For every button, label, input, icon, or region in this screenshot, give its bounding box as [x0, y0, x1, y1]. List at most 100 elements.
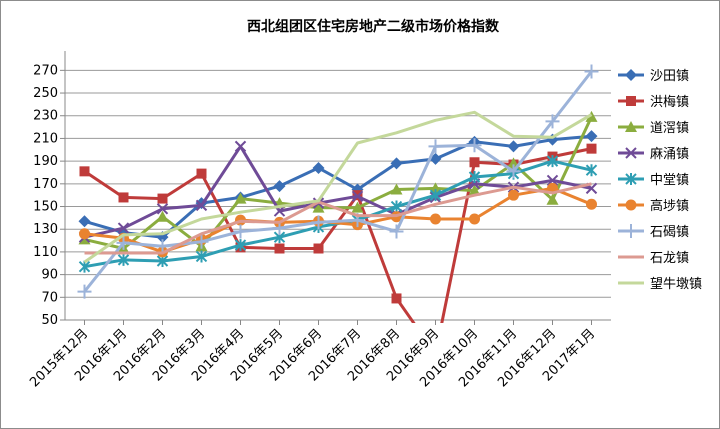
y-tick-label: 50 — [41, 313, 58, 328]
y-tick-label: 190 — [33, 154, 58, 169]
data-point — [195, 250, 208, 263]
data-point — [585, 110, 598, 122]
data-point — [508, 189, 519, 201]
data-point — [351, 201, 364, 213]
legend-swatch-marker — [625, 173, 637, 185]
data-point — [118, 192, 129, 203]
data-point — [584, 64, 599, 79]
data-point — [196, 168, 207, 179]
legend-item: 中堂镇 — [618, 173, 689, 188]
data-point — [546, 193, 559, 205]
y-tick-label: 250 — [33, 86, 58, 101]
legend-label: 望牛墩镇 — [650, 276, 702, 292]
data-point — [546, 174, 559, 187]
data-point — [546, 155, 559, 168]
data-point — [468, 184, 481, 196]
data-point — [390, 183, 403, 195]
data-point — [233, 224, 248, 239]
y-tick-label: 90 — [41, 268, 58, 283]
data-point — [195, 199, 208, 212]
data-point — [312, 201, 325, 213]
data-point — [429, 189, 442, 202]
data-point — [545, 114, 560, 129]
legend-item: 望牛墩镇 — [618, 276, 702, 292]
series-8 — [84, 182, 592, 255]
y-tick-label: 210 — [33, 131, 58, 146]
axes — [64, 51, 611, 321]
data-point — [586, 198, 597, 210]
series-layer — [77, 64, 599, 323]
legend-label: 洪梅镇 — [650, 95, 689, 110]
legend-label: 中堂镇 — [650, 173, 689, 188]
data-point — [234, 239, 247, 252]
legend-swatch-marker — [625, 121, 637, 132]
data-point — [79, 166, 90, 177]
data-point — [429, 182, 442, 194]
data-point — [117, 222, 130, 234]
legend-swatch-marker — [625, 69, 637, 81]
data-point — [391, 293, 402, 304]
series-4 — [78, 140, 598, 243]
legend-label: 道滘镇 — [650, 121, 689, 136]
chart-title: 西北组团区住宅房地产二级市场价格指数 — [247, 18, 500, 35]
data-point — [585, 130, 598, 143]
legend-item: 石龙镇 — [618, 251, 689, 266]
legend-swatch-marker — [625, 147, 637, 159]
data-point — [506, 164, 521, 179]
y-tick-label: 110 — [33, 245, 58, 260]
series-9 — [83, 110, 593, 264]
data-point — [507, 140, 520, 153]
legend-item: 道滘镇 — [618, 121, 689, 136]
data-point — [390, 157, 403, 170]
legend-swatch-marker — [625, 199, 637, 211]
legend-label: 石龙镇 — [650, 251, 689, 266]
data-point — [311, 215, 326, 230]
legend-label: 石碣镇 — [650, 225, 689, 240]
data-point — [155, 239, 170, 254]
legend-label: 高埗镇 — [650, 198, 689, 214]
data-point — [351, 190, 364, 203]
data-point — [274, 243, 285, 254]
y-tick-label: 70 — [41, 290, 58, 305]
data-point — [469, 157, 480, 168]
data-point — [428, 139, 443, 154]
data-point — [157, 193, 168, 204]
data-point — [116, 235, 131, 250]
data-point — [79, 228, 90, 240]
legend-item: 石碣镇 — [618, 224, 689, 240]
legend-item: 洪梅镇 — [618, 95, 689, 110]
y-tick-label: 150 — [33, 200, 58, 215]
data-point — [156, 210, 169, 222]
legend-item: 沙田镇 — [618, 69, 689, 84]
data-point — [156, 203, 169, 215]
legend-swatch-marker — [626, 96, 636, 106]
legend-label: 麻涌镇 — [650, 147, 689, 162]
grid-lines — [65, 69, 611, 321]
legend-label: 沙田镇 — [650, 69, 689, 84]
data-point — [78, 215, 91, 228]
data-point — [313, 243, 324, 254]
legend-item: 高埗镇 — [618, 198, 689, 214]
series-line — [84, 182, 592, 255]
data-point — [468, 171, 481, 184]
x-axis-ticks: 2015年12月2016年1月2016年2月2016年3月2016年4月2016… — [27, 320, 598, 390]
data-point — [469, 213, 480, 225]
data-point — [117, 253, 130, 266]
data-point — [234, 192, 247, 204]
data-point — [234, 140, 247, 153]
data-point — [312, 161, 325, 174]
y-tick-label: 130 — [33, 222, 58, 237]
legend-swatch-marker — [624, 224, 638, 238]
data-point — [194, 234, 209, 249]
series-line — [84, 144, 592, 239]
data-point — [273, 180, 286, 193]
data-point — [78, 260, 91, 273]
y-axis-ticks: 50 70 90 110 130 150 170 190 210 230 250 270 — [33, 63, 65, 328]
y-tick-label: 170 — [33, 177, 58, 192]
data-point — [585, 164, 598, 177]
data-point — [586, 143, 597, 154]
data-point — [389, 224, 404, 239]
